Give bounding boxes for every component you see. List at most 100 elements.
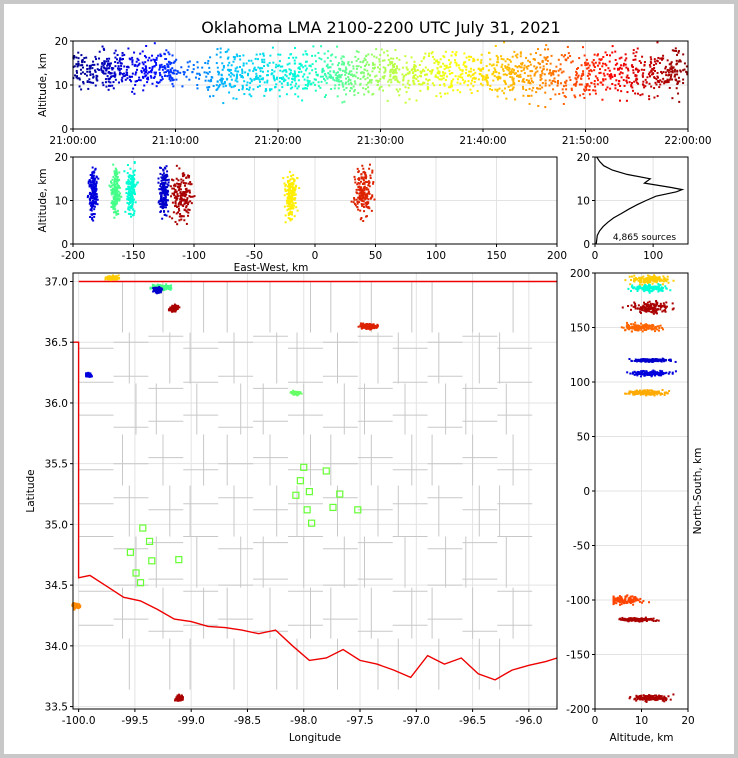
source-point <box>459 76 462 79</box>
source-point <box>222 102 225 105</box>
source-point <box>158 81 161 84</box>
source-point <box>89 197 92 200</box>
source-point <box>282 69 285 72</box>
source-point <box>550 82 553 85</box>
source-point <box>266 79 269 82</box>
source-point <box>289 217 292 220</box>
source-point <box>317 51 320 54</box>
source-point <box>360 203 363 206</box>
source-point <box>328 73 331 76</box>
source-point <box>170 178 173 181</box>
source-point <box>229 83 232 86</box>
x-tick-label: -98.0 <box>290 715 317 727</box>
source-point <box>582 93 585 96</box>
source-point <box>157 81 160 84</box>
source-point <box>470 82 473 85</box>
source-point <box>424 73 427 76</box>
source-point <box>115 175 118 178</box>
source-point <box>83 60 86 63</box>
source-point <box>470 92 473 95</box>
y-tick-label: 20 <box>55 152 68 164</box>
source-point <box>360 216 363 219</box>
source-point <box>90 177 93 180</box>
source-point <box>444 92 447 95</box>
source-point <box>654 330 657 333</box>
source-point <box>368 207 371 210</box>
source-point <box>368 323 371 326</box>
source-point <box>109 81 112 84</box>
source-point <box>631 89 634 92</box>
source-point <box>242 54 245 57</box>
y-tick-label: 35.0 <box>45 519 68 531</box>
source-point <box>289 69 292 72</box>
source-point <box>476 89 479 92</box>
source-point <box>520 66 523 69</box>
source-point <box>645 303 648 306</box>
source-point <box>115 193 118 196</box>
source-point <box>655 83 658 86</box>
source-point <box>685 65 688 68</box>
source-point <box>359 196 362 199</box>
source-point <box>436 61 439 64</box>
source-point <box>304 50 307 53</box>
source-point <box>230 78 233 81</box>
source-point <box>131 60 134 63</box>
source-point <box>180 695 183 698</box>
source-point <box>366 206 369 209</box>
source-point <box>392 76 395 79</box>
source-point <box>686 71 689 74</box>
source-point <box>160 198 163 201</box>
map-axes <box>72 272 558 710</box>
source-point <box>272 74 275 77</box>
source-point <box>332 70 335 73</box>
source-point <box>167 285 170 288</box>
source-point <box>523 64 526 67</box>
source-point <box>134 71 137 74</box>
source-point <box>235 97 238 100</box>
source-point <box>648 275 651 278</box>
source-point <box>347 76 350 79</box>
source-point <box>287 56 290 59</box>
source-point <box>565 59 568 62</box>
source-point <box>450 85 453 88</box>
source-point <box>312 45 315 48</box>
source-point <box>643 301 646 304</box>
source-point <box>480 74 483 77</box>
source-point <box>410 69 413 72</box>
source-point <box>119 192 122 195</box>
source-point <box>364 177 367 180</box>
source-point <box>176 307 179 310</box>
source-point <box>338 80 341 83</box>
source-point <box>166 286 169 289</box>
source-point <box>398 81 401 84</box>
source-point <box>367 73 370 76</box>
source-point <box>467 80 470 83</box>
source-point <box>112 81 115 84</box>
source-point <box>624 53 627 56</box>
source-point <box>194 76 197 79</box>
source-point <box>634 327 637 330</box>
source-point <box>221 82 224 85</box>
source-point <box>657 290 660 293</box>
source-point <box>641 277 644 280</box>
source-point <box>639 61 642 64</box>
source-point <box>160 186 163 189</box>
source-point <box>341 55 344 58</box>
source-point <box>297 95 300 98</box>
source-point <box>303 78 306 81</box>
source-point <box>90 187 93 190</box>
source-point <box>156 284 159 287</box>
source-point <box>641 93 644 96</box>
source-point <box>632 323 635 326</box>
source-point <box>362 193 365 196</box>
source-point <box>667 71 670 74</box>
source-point <box>436 71 439 74</box>
source-point <box>160 193 163 196</box>
source-point <box>292 188 295 191</box>
source-point <box>542 68 545 71</box>
source-point <box>557 69 560 72</box>
source-point <box>158 64 161 67</box>
y-tick-label: 34.0 <box>45 641 68 653</box>
source-point <box>171 310 174 313</box>
source-point <box>528 79 531 82</box>
